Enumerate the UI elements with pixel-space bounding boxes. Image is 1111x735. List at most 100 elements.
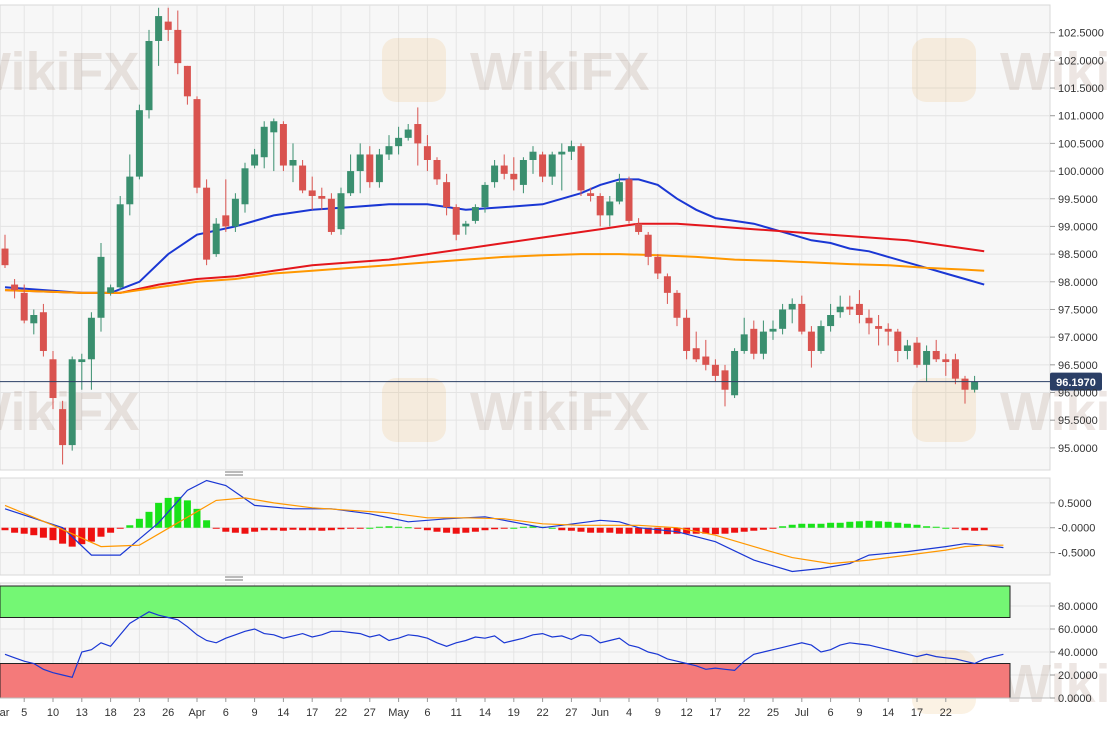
macd-histogram-bar bbox=[980, 527, 988, 531]
x-tick-label: 4 bbox=[626, 707, 632, 719]
candle-body bbox=[711, 364, 719, 376]
macd-histogram-bar bbox=[913, 524, 921, 528]
candle-body bbox=[241, 168, 249, 205]
candle-body bbox=[471, 207, 479, 221]
main-y-tick-label: 95.0000 bbox=[1058, 443, 1098, 455]
candle-body bbox=[750, 328, 758, 354]
candle-body bbox=[500, 165, 508, 174]
main-y-tick-label: 95.5000 bbox=[1058, 415, 1098, 427]
x-tick-label: 18 bbox=[104, 707, 116, 719]
macd-histogram-bar bbox=[327, 527, 335, 531]
candle-body bbox=[1, 248, 9, 266]
macd-histogram-bar bbox=[558, 527, 566, 531]
main-y-tick-label: 102.0000 bbox=[1058, 55, 1104, 67]
macd-histogram-bar bbox=[404, 527, 412, 529]
candle-body bbox=[587, 193, 595, 196]
candle-body bbox=[423, 146, 431, 160]
x-tick-label: 9 bbox=[655, 707, 661, 719]
macd-histogram-bar bbox=[279, 527, 287, 531]
macd-histogram-bar bbox=[39, 527, 47, 538]
macd-y-tick-label: -0.0000 bbox=[1058, 523, 1095, 535]
macd-histogram-bar bbox=[635, 527, 643, 534]
macd-histogram-bar bbox=[769, 527, 777, 529]
x-tick-label: 10 bbox=[47, 707, 59, 719]
macd-histogram-bar bbox=[721, 527, 729, 534]
macd-histogram-bar bbox=[375, 526, 383, 528]
watermark: WikiFX bbox=[0, 42, 140, 102]
macd-histogram-bar bbox=[193, 508, 201, 528]
macd-histogram-bar bbox=[97, 527, 105, 537]
candle-body bbox=[615, 182, 623, 202]
macd-histogram-bar bbox=[145, 511, 153, 528]
macd-histogram-bar bbox=[20, 527, 28, 534]
x-tick-label: 6 bbox=[828, 707, 834, 719]
macd-histogram-bar bbox=[971, 527, 979, 531]
candle-body bbox=[145, 40, 153, 111]
rsi-y-tick-label: 60.0000 bbox=[1058, 624, 1098, 636]
x-tick-label: 17 bbox=[911, 707, 923, 719]
macd-histogram-bar bbox=[231, 527, 239, 533]
macd-histogram-bar bbox=[251, 527, 259, 532]
candle-body bbox=[87, 317, 95, 360]
candle-body bbox=[404, 129, 412, 138]
macd-histogram-bar bbox=[471, 527, 479, 532]
candle-body bbox=[279, 124, 287, 166]
macd-histogram-bar bbox=[654, 527, 662, 534]
macd-histogram-bar bbox=[11, 527, 19, 533]
macd-histogram-bar bbox=[625, 527, 633, 534]
macd-histogram-bar bbox=[788, 524, 796, 528]
macd-histogram-bar bbox=[894, 522, 902, 528]
macd-histogram-bar bbox=[942, 527, 950, 529]
candle-body bbox=[231, 198, 239, 227]
x-tick-label: 22 bbox=[536, 707, 548, 719]
rsi-overbought-zone bbox=[0, 585, 1011, 618]
macd-histogram-bar bbox=[222, 527, 230, 532]
candle-body bbox=[193, 99, 201, 188]
candle-body bbox=[212, 223, 220, 255]
candle-body bbox=[452, 207, 460, 235]
candle-body bbox=[577, 146, 585, 191]
candle-body bbox=[875, 326, 883, 329]
x-tick-label: 14 bbox=[277, 707, 289, 719]
x-tick-label: Jun bbox=[591, 707, 609, 719]
macd-histogram-bar bbox=[78, 527, 86, 545]
x-tick-label: 25 bbox=[767, 707, 779, 719]
macd-histogram-bar bbox=[395, 526, 403, 528]
candle-body bbox=[961, 378, 969, 390]
candle-body bbox=[519, 160, 527, 185]
macd-histogram-bar bbox=[1, 527, 9, 531]
macd-histogram-bar bbox=[116, 527, 124, 529]
candle-body bbox=[625, 179, 633, 221]
candle-body bbox=[683, 317, 691, 351]
candle-body bbox=[59, 409, 67, 446]
macd-histogram-bar bbox=[875, 521, 883, 528]
candle-body bbox=[462, 223, 470, 227]
candle-body bbox=[596, 195, 604, 216]
rsi-y-tick-label: 80.0000 bbox=[1058, 601, 1098, 613]
macd-histogram-bar bbox=[606, 527, 614, 533]
candle-body bbox=[644, 234, 652, 257]
macd-histogram-bar bbox=[212, 527, 220, 529]
candle-body bbox=[97, 256, 105, 318]
macd-histogram-bar bbox=[567, 527, 575, 531]
watermark-text: WikiFX bbox=[470, 382, 650, 442]
watermark-logo bbox=[382, 38, 446, 102]
candle-body bbox=[78, 359, 86, 363]
candle-body bbox=[375, 154, 383, 183]
macd-histogram-bar bbox=[500, 527, 508, 529]
macd-y-tick-label: -0.5000 bbox=[1058, 548, 1095, 560]
x-tick-label: 17 bbox=[306, 707, 318, 719]
candle-body bbox=[548, 154, 556, 177]
candle-body bbox=[183, 65, 191, 97]
x-tick-label: Jul bbox=[795, 707, 809, 719]
candle-body bbox=[11, 284, 19, 291]
macd-histogram-bar bbox=[183, 500, 191, 528]
macd-histogram-bar bbox=[443, 527, 451, 533]
candle-body bbox=[827, 315, 835, 327]
candle-body bbox=[654, 256, 662, 274]
candle-body bbox=[663, 276, 671, 293]
macd-histogram-bar bbox=[414, 527, 422, 529]
macd-histogram-bar bbox=[299, 527, 307, 531]
candle-body bbox=[606, 201, 614, 216]
macd-histogram-bar bbox=[827, 522, 835, 528]
